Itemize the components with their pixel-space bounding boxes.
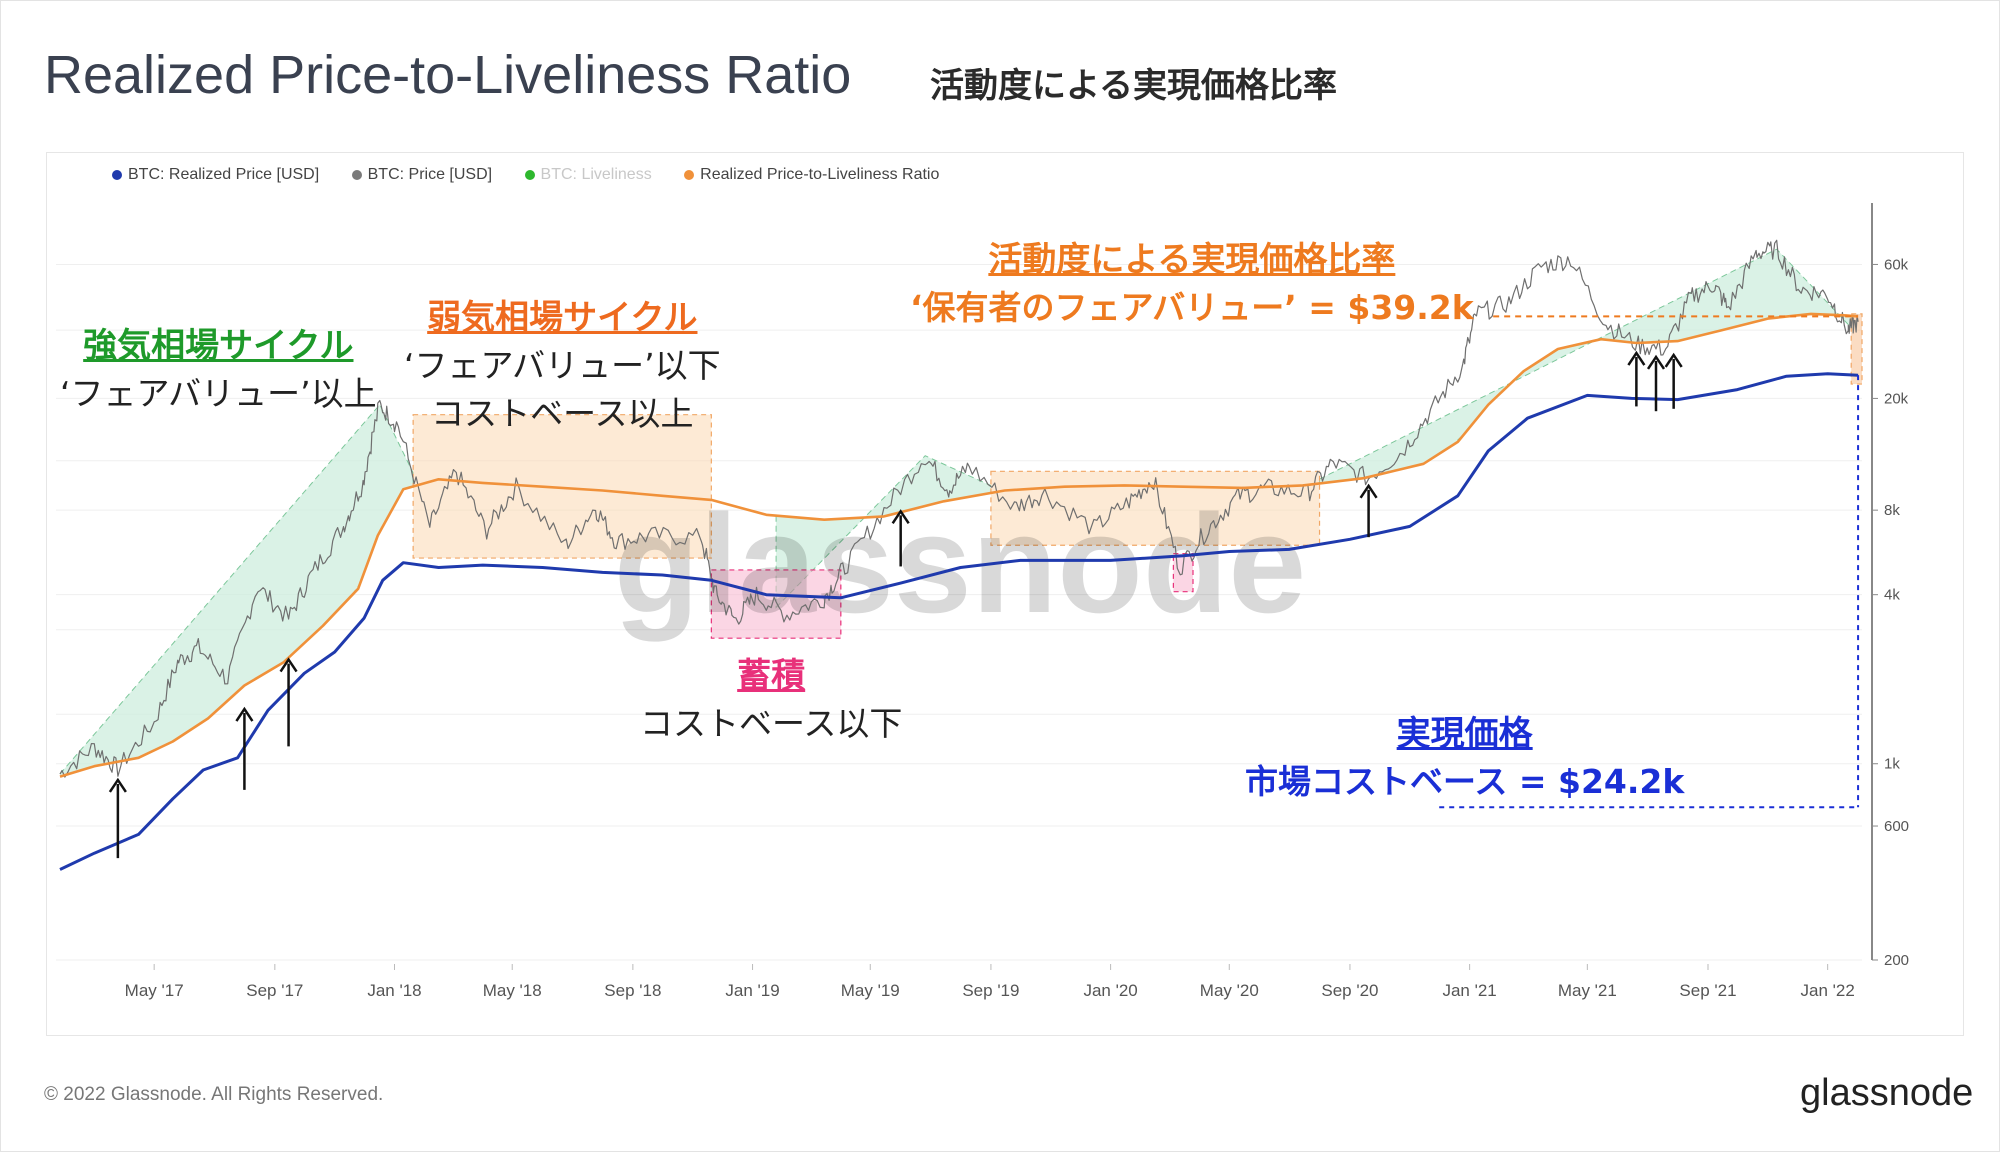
x-axis: May '17 Sep '17 Jan '18 May '18 Sep '18 Jan '… [125, 964, 1855, 1000]
ratio-line [59, 312, 1859, 778]
arrow-head [108, 777, 127, 793]
bull-zone [59, 403, 414, 778]
legend-label: Realized Price-to-Liveliness Ratio [700, 166, 940, 183]
annotation-realized: 実現価格 市場コストベース = $24.2k [1245, 706, 1684, 803]
annotation-accum-title: 蓄積 [737, 656, 806, 696]
legend-dot [112, 169, 122, 180]
support-arrow [108, 777, 127, 859]
arrow-head [1627, 350, 1646, 366]
legend-label: BTC: Realized Price [USD] [128, 166, 320, 183]
support-arrow [235, 706, 254, 790]
series-lines [59, 239, 1859, 871]
annotation-bull-title: 強気相場サイクル [83, 326, 354, 366]
y-tick-label: 1k [1884, 756, 1900, 773]
y-tick-label: 200 [1884, 952, 1909, 969]
footer-copyright: © 2022 Glassnode. All Rights Reserved. [44, 1084, 384, 1105]
x-tick-label: May '19 [841, 981, 900, 1000]
annotation-realized-title: 実現価格 [1396, 714, 1533, 754]
annotation-zones [59, 248, 1863, 778]
support-arrow [1646, 354, 1666, 412]
legend-item-liveliness[interactable]: BTC: Liveliness [524, 166, 652, 184]
bull-zone [775, 455, 992, 609]
guide-lines [1439, 203, 1873, 960]
annotation-accum: 蓄積 コストベース以下 [640, 648, 902, 745]
x-tick-label: Sep '17 [246, 981, 303, 1000]
y-tick-label: 600 [1884, 818, 1909, 835]
annotation-bear-title: 弱気相場サイクル [427, 298, 698, 338]
support-arrow [891, 509, 910, 567]
arrow-head [1664, 352, 1683, 368]
legend-label: BTC: Liveliness [540, 166, 652, 183]
annotation-accum-text: コストベース以下 [640, 704, 903, 743]
x-tick-label: Sep '20 [1321, 981, 1378, 1000]
x-tick-label: Sep '19 [962, 981, 1019, 1000]
x-tick-label: Jan '20 [1083, 981, 1137, 1000]
grid-lines [56, 263, 1862, 961]
annotation-bull-text: ‘フェアバリュー’以上 [60, 374, 377, 413]
bear-zone [1850, 313, 1863, 385]
page-title: Realized Price-to-Liveliness Ratio [44, 45, 852, 105]
x-tick-label: Sep '18 [604, 981, 661, 1000]
x-tick-label: May '21 [1558, 981, 1617, 1000]
x-tick-label: Sep '21 [1679, 981, 1736, 1000]
arrow-head [891, 509, 910, 525]
support-arrow [1359, 483, 1378, 538]
accumulation-zone [1172, 553, 1194, 593]
chart-legend: BTC: Realized Price [USD] BTC: Price [US… [112, 166, 967, 184]
x-tick-label: Jan '19 [725, 981, 779, 1000]
arrow-head [1359, 483, 1378, 499]
annotation-realized-text: 市場コストベース = $24.2k [1245, 762, 1685, 801]
arrow-head [279, 657, 298, 673]
support-arrow [1664, 352, 1683, 409]
price-line [59, 239, 1859, 778]
annotation-bear-text: ‘フェアバリュー’以下 [404, 346, 721, 385]
page-subtitle: 活動度による実現価格比率 [930, 66, 1337, 106]
x-tick-label: May '17 [125, 981, 184, 1000]
realized-price-line [59, 372, 1859, 871]
legend-dot [684, 169, 695, 180]
y-tick-label: 4k [1884, 587, 1900, 604]
annotation-fair-title: 活動度による実現価格比率 [988, 240, 1396, 280]
support-arrows [108, 350, 1683, 859]
annotation-bear: 弱気相場サイクル ‘フェアバリュー’以下 コストベース以上 [404, 290, 721, 435]
support-arrow [1627, 350, 1646, 407]
legend-label: BTC: Price [USD] [367, 166, 493, 183]
brand-logo: glassnode [1800, 1072, 1974, 1114]
chart-panel [46, 152, 1964, 1036]
annotation-bear-text-2: コストベース以上 [431, 394, 694, 433]
y-tick-label: 60k [1884, 256, 1909, 273]
arrow-head [235, 706, 254, 722]
y-axis: 60k 20k 8k 4k 1k 600 200 [1872, 256, 1909, 969]
annotation-bull: 強気相場サイクル ‘フェアバリュー’以上 [60, 318, 377, 415]
watermark-text: glassnode [614, 485, 1306, 642]
legend-item-price[interactable]: BTC: Price [USD] [351, 166, 493, 184]
bear-zone [412, 414, 712, 559]
x-tick-label: Jan '18 [367, 981, 421, 1000]
legend-item-ratio[interactable]: Realized Price-to-Liveliness Ratio [684, 166, 939, 184]
x-tick-label: Jan '21 [1442, 981, 1496, 1000]
support-arrow [279, 657, 298, 747]
y-tick-label: 20k [1884, 390, 1909, 407]
annotation-fair: 活動度による実現価格比率 ‘保有者のフェアバリュー’ = $39.2k [910, 232, 1474, 329]
legend-item-realized-price[interactable]: BTC: Realized Price [USD] [112, 166, 319, 184]
legend-dot [351, 169, 362, 180]
x-tick-label: May '18 [483, 981, 542, 1000]
arrow-head [1646, 354, 1666, 370]
x-tick-label: Jan '22 [1801, 981, 1855, 1000]
y-tick-label: 8k [1884, 502, 1900, 519]
annotation-fair-text: ‘保有者のフェアバリュー’ = $39.2k [910, 288, 1474, 327]
legend-dot [524, 169, 535, 180]
x-tick-label: May '20 [1200, 981, 1259, 1000]
